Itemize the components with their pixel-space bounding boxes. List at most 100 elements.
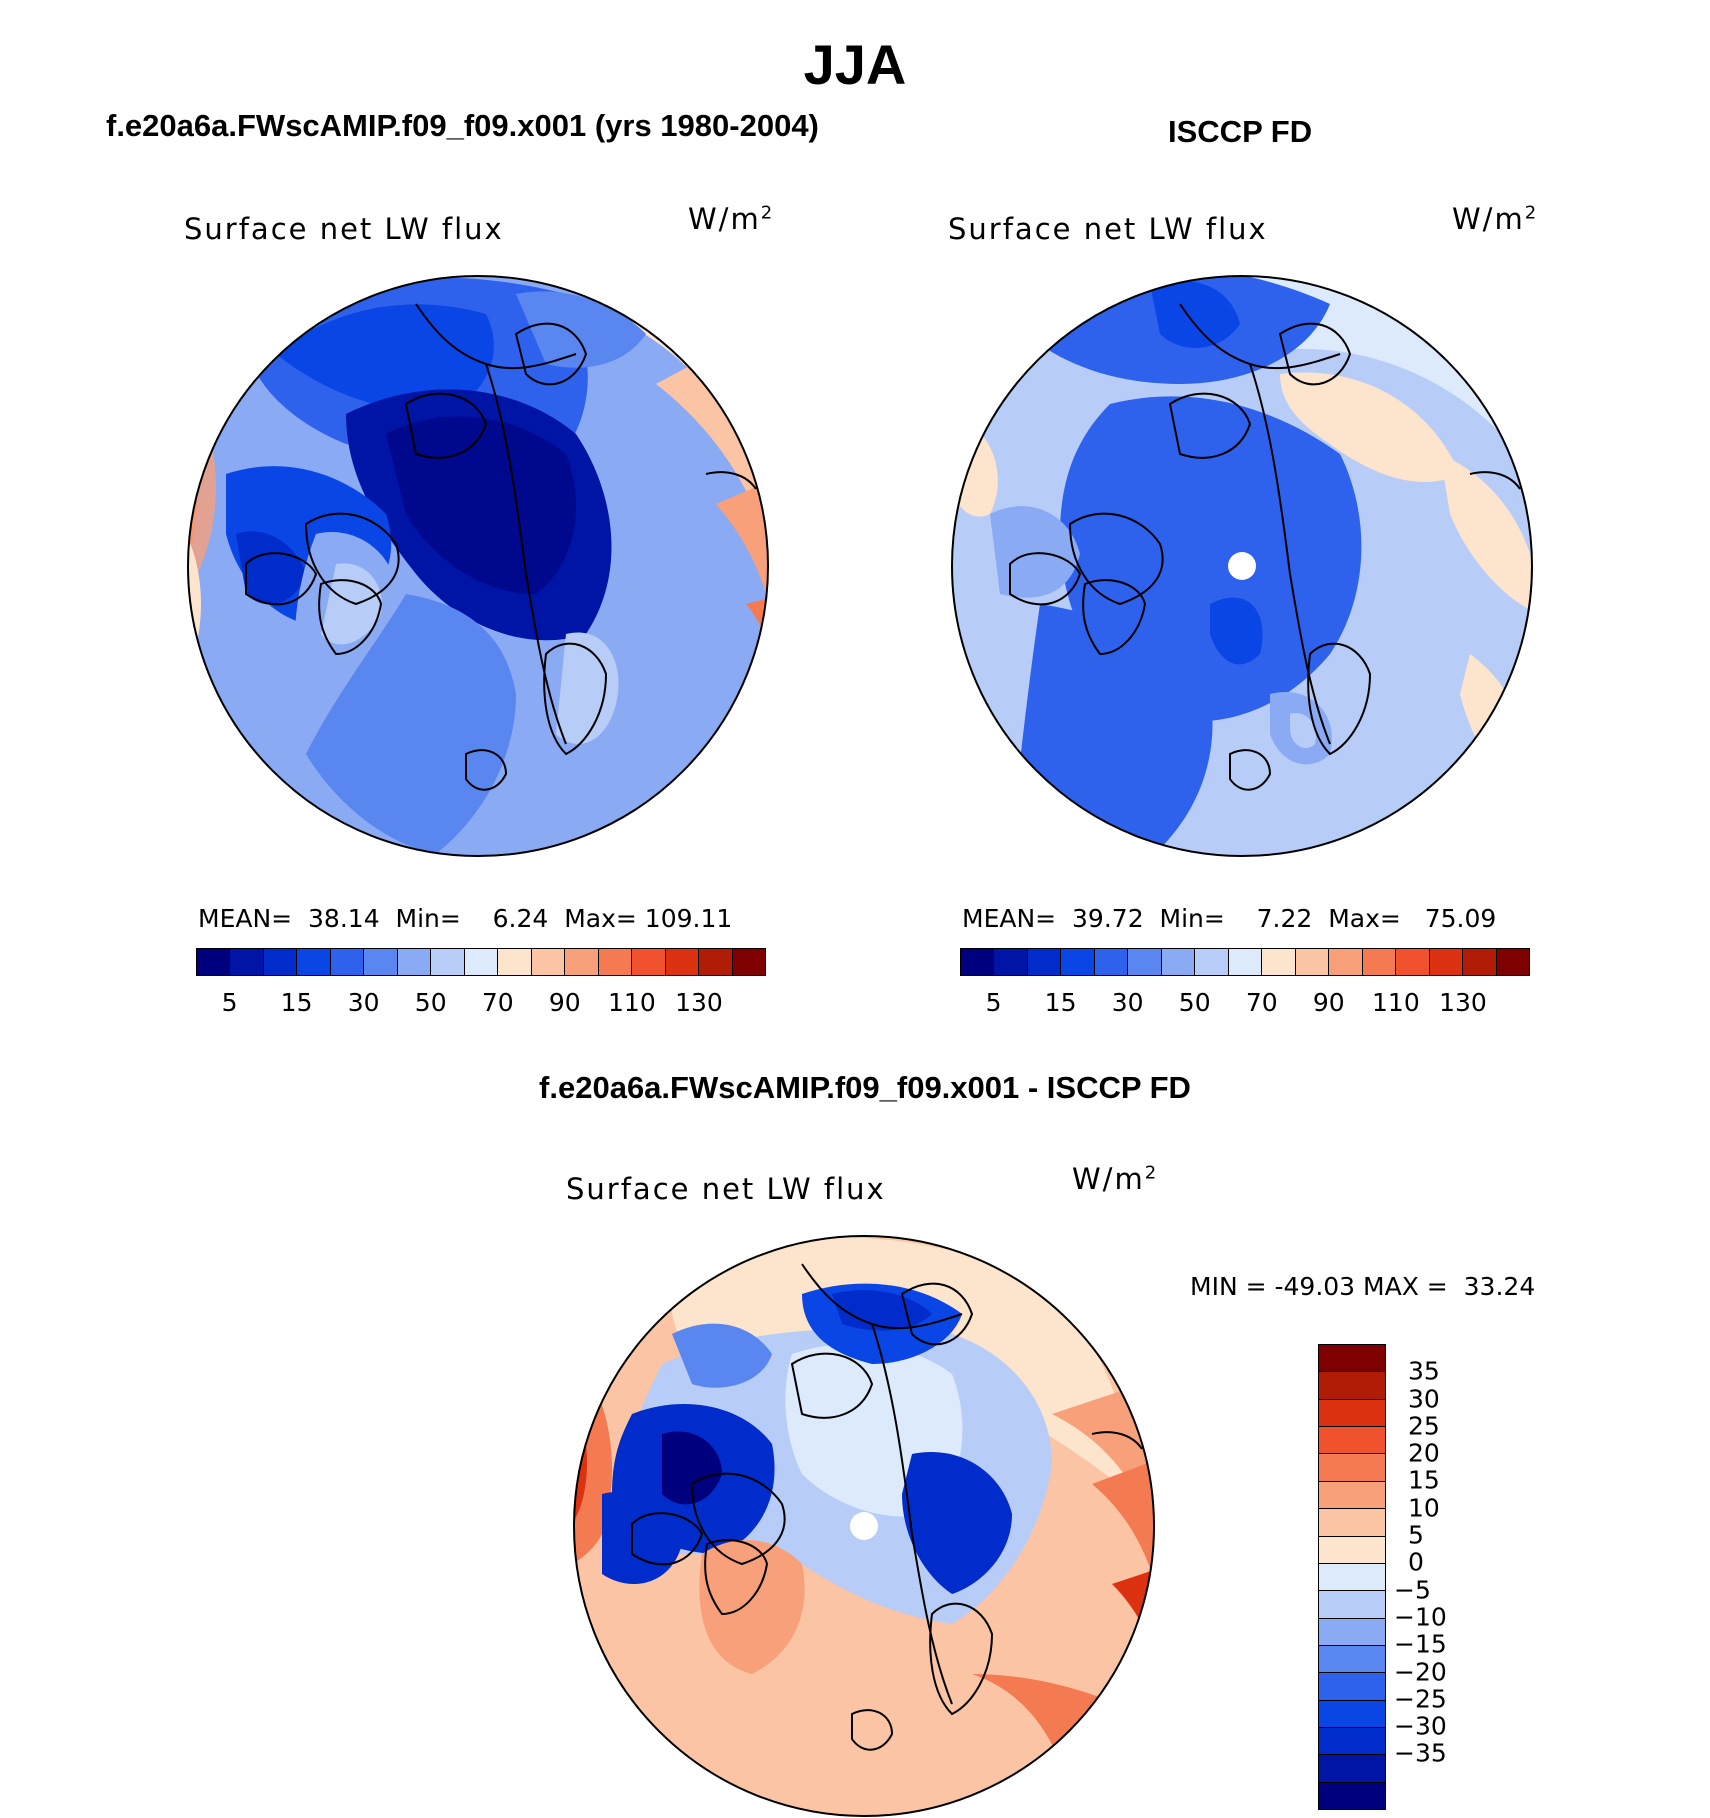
colorbar-swatch xyxy=(1319,1618,1385,1646)
obs-pole-mask xyxy=(1228,552,1256,580)
colorbar-tick-label: 110 xyxy=(608,988,656,1017)
colorbar-tick-label: −15 xyxy=(1394,1629,1447,1659)
colorbar-swatch xyxy=(1319,1454,1385,1482)
diff-variable-label: Surface net LW flux xyxy=(566,1172,886,1206)
colorbar-swatch xyxy=(1319,1481,1385,1510)
diff-colorbar-ticks: 35 30 25 20 15 10 5 0 −5 −10 −15 −20 −25 −30 −35 xyxy=(1394,1344,1474,1808)
obs-colorbar-ticks: 5 15 30 50 70 90 110 130 xyxy=(960,988,1530,1018)
colorbar-tick-label: 20 xyxy=(1408,1438,1440,1468)
model-unit-label: W/m2 xyxy=(688,202,775,236)
colorbar-swatch xyxy=(531,949,566,975)
colorbar-tick-label: −25 xyxy=(1394,1684,1447,1714)
model-stats: MEAN= 38.14 Min= 6.24 Max= 109.11 xyxy=(198,904,733,933)
colorbar-tick-label: 25 xyxy=(1408,1411,1440,1441)
colorbar-swatch xyxy=(1161,949,1196,975)
colorbar-swatch xyxy=(431,949,465,975)
colorbar-tick-label: 30 xyxy=(1111,988,1144,1017)
colorbar-swatch xyxy=(1329,949,1363,975)
colorbar-swatch xyxy=(263,949,298,975)
colorbar-tick-label: −30 xyxy=(1394,1711,1447,1741)
colorbar-tick-label: 90 xyxy=(548,988,581,1017)
colorbar-swatch xyxy=(1396,949,1430,975)
colorbar-swatch xyxy=(1319,1782,1385,1810)
obs-panel-title: ISCCP FD xyxy=(1168,114,1313,149)
model-variable-label: Surface net LW flux xyxy=(184,212,504,246)
colorbar-tick-label: 90 xyxy=(1312,988,1345,1017)
colorbar-tick-label: 5 xyxy=(221,988,238,1017)
colorbar-tick-label: 15 xyxy=(1408,1465,1440,1495)
colorbar-swatch xyxy=(1262,949,1296,975)
colorbar-swatch xyxy=(1319,1427,1385,1455)
colorbar-tick-label: 110 xyxy=(1372,988,1420,1017)
colorbar-tick-label: 35 xyxy=(1408,1356,1440,1386)
model-polar-map xyxy=(187,275,769,857)
colorbar-swatch xyxy=(1429,949,1464,975)
colorbar-swatch xyxy=(1228,949,1263,975)
colorbar-tick-label: 15 xyxy=(1044,988,1077,1017)
colorbar-swatch xyxy=(1319,1509,1385,1537)
colorbar-swatch xyxy=(994,949,1028,975)
colorbar-swatch xyxy=(1319,1399,1385,1428)
colorbar-tick-label: 70 xyxy=(481,988,514,1017)
colorbar-swatch xyxy=(1027,949,1062,975)
colorbar-tick-label: 5 xyxy=(985,988,1002,1017)
model-colorbar xyxy=(196,948,766,976)
colorbar-swatch xyxy=(1319,1536,1385,1564)
colorbar-tick-label: 50 xyxy=(414,988,447,1017)
colorbar-tick-label: −35 xyxy=(1394,1738,1447,1768)
colorbar-tick-label: 30 xyxy=(347,988,380,1017)
colorbar-tick-label: −10 xyxy=(1394,1602,1447,1632)
colorbar-swatch xyxy=(1061,949,1095,975)
diff-unit-label: W/m2 xyxy=(1072,1162,1159,1196)
colorbar-swatch xyxy=(632,949,666,975)
colorbar-swatch xyxy=(297,949,331,975)
colorbar-tick-label: −20 xyxy=(1394,1657,1447,1687)
colorbar-tick-label: 10 xyxy=(1408,1493,1440,1523)
colorbar-swatch xyxy=(1319,1645,1385,1674)
colorbar-swatch xyxy=(598,949,633,975)
obs-colorbar xyxy=(960,948,1530,976)
colorbar-tick-label: 50 xyxy=(1178,988,1211,1017)
colorbar-swatch xyxy=(330,949,365,975)
colorbar-tick-label: −5 xyxy=(1394,1575,1431,1605)
colorbar-swatch xyxy=(1319,1755,1385,1783)
colorbar-swatch xyxy=(1319,1372,1385,1400)
colorbar-swatch xyxy=(1319,1563,1385,1592)
colorbar-swatch xyxy=(732,949,765,975)
colorbar-swatch xyxy=(230,949,264,975)
colorbar-swatch xyxy=(1319,1345,1385,1373)
colorbar-swatch xyxy=(1094,949,1129,975)
colorbar-swatch xyxy=(498,949,532,975)
colorbar-swatch xyxy=(1463,949,1497,975)
obs-polar-map xyxy=(951,275,1533,857)
colorbar-tick-label: 5 xyxy=(1408,1520,1424,1550)
diff-colorbar xyxy=(1318,1344,1386,1810)
colorbar-swatch xyxy=(1319,1673,1385,1701)
model-panel-title: f.e20a6a.FWscAMIP.f09_f09.x001 (yrs 1980… xyxy=(106,108,819,143)
colorbar-swatch xyxy=(961,949,995,975)
colorbar-swatch xyxy=(1319,1700,1385,1729)
colorbar-swatch xyxy=(1295,949,1330,975)
colorbar-tick-label: 0 xyxy=(1408,1547,1424,1577)
diff-stats: MIN = -49.03 MAX = 33.24 xyxy=(1190,1272,1536,1301)
colorbar-tick-label: 70 xyxy=(1245,988,1278,1017)
diff-pole-mask xyxy=(850,1512,878,1540)
colorbar-swatch xyxy=(1195,949,1229,975)
figure-title: JJA xyxy=(803,33,907,96)
colorbar-swatch xyxy=(1362,949,1397,975)
colorbar-swatch xyxy=(1319,1591,1385,1619)
colorbar-swatch xyxy=(1128,949,1162,975)
colorbar-tick-label: 15 xyxy=(280,988,313,1017)
diff-polar-map xyxy=(573,1235,1155,1817)
colorbar-swatch xyxy=(1496,949,1529,975)
colorbar-swatch xyxy=(665,949,700,975)
model-colorbar-ticks: 5 15 30 50 70 90 110 130 xyxy=(196,988,766,1018)
obs-unit-label: W/m2 xyxy=(1452,202,1539,236)
colorbar-swatch xyxy=(699,949,733,975)
colorbar-swatch xyxy=(464,949,499,975)
colorbar-tick-label: 130 xyxy=(1439,988,1487,1017)
obs-variable-label: Surface net LW flux xyxy=(948,212,1268,246)
colorbar-swatch xyxy=(397,949,432,975)
colorbar-tick-label: 130 xyxy=(675,988,723,1017)
colorbar-swatch xyxy=(197,949,231,975)
